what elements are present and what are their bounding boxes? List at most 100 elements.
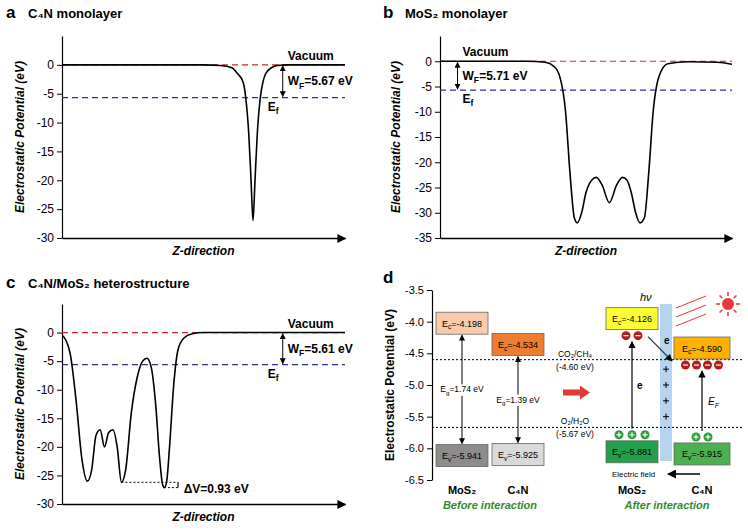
sun-ray: [720, 310, 723, 313]
sun-ray: [727, 312, 729, 316]
hole-sign: [631, 432, 632, 437]
text-part: =-4.534: [507, 340, 538, 350]
group-label: After interaction: [624, 499, 710, 511]
electron-sign: [636, 335, 641, 336]
tick-mark: [435, 162, 440, 163]
work-function-arrow: [282, 66, 283, 97]
light-ray: [676, 314, 706, 326]
axis-line: [440, 37, 441, 239]
excitation-arrow: [701, 371, 702, 431]
tick: -5.0: [405, 379, 432, 391]
tick: -10: [415, 105, 440, 119]
electron: [692, 361, 701, 370]
electron-sign: [716, 364, 721, 365]
text-part: =5.67 eV: [304, 74, 352, 88]
x-axis-title: Z-direction: [172, 510, 235, 524]
x-axis-title: Z-direction: [554, 244, 617, 258]
band-label: Ec=-4.126: [612, 314, 652, 326]
tick-mark: [57, 447, 62, 448]
axis-line: [432, 291, 433, 481]
tick-label: -15: [37, 145, 55, 159]
delta-line: [121, 482, 178, 483]
level-line: [62, 97, 345, 98]
text-part: =-5.915: [691, 449, 722, 459]
axis-line: [63, 504, 346, 506]
hole: [628, 430, 637, 439]
reference-label: (-4.60 eV): [556, 362, 594, 372]
electron-sign: [683, 364, 688, 365]
hole: [692, 432, 701, 441]
light-ray: [676, 296, 706, 308]
text-part: E: [463, 92, 471, 106]
figure: aC₄N monolayer0-5-10-15-20-25-30Electros…: [0, 0, 748, 530]
plot-area: [62, 65, 345, 221]
work-function-arrow: [282, 334, 283, 364]
hole: [704, 432, 713, 441]
potential-curve: [440, 61, 732, 223]
band-label: Ev=-5.941: [442, 451, 482, 463]
plot-area: [62, 333, 345, 488]
tick: -6.5: [405, 474, 432, 486]
axis-line: [441, 238, 733, 240]
tick-label: -30: [37, 231, 55, 245]
text-part: W: [288, 342, 300, 356]
delta-bracket: [177, 482, 178, 487]
y-axis-title: Electrostatic Potential (eV): [13, 328, 27, 480]
excitation-arrow: [631, 342, 632, 429]
tick: -35: [415, 231, 440, 245]
axis: [63, 238, 346, 239]
work-function-label: WF=5.67 eV: [288, 74, 353, 90]
conduction-band: [492, 333, 544, 355]
sun: [722, 298, 734, 310]
tick-mark: [435, 87, 440, 88]
tick-label: 0: [47, 326, 54, 340]
band-label: Ec=-4.534: [498, 340, 538, 352]
tick-mark: [427, 417, 432, 418]
tick: -5: [421, 80, 440, 94]
field-sign: [666, 366, 667, 372]
column-label: C₄N: [507, 484, 528, 496]
tick-mark: [57, 238, 62, 239]
tick: -25: [37, 202, 62, 216]
text-part: =1.39 eV: [505, 395, 540, 405]
reference-line: [432, 427, 742, 428]
sun-ray: [727, 292, 729, 296]
column-label: C₄N: [691, 484, 712, 496]
text-part: =-5.925: [507, 450, 538, 460]
tick: -4.0: [405, 316, 432, 328]
tick-label: 0: [425, 55, 432, 69]
tick: -25: [415, 181, 440, 195]
text-part: =-4.590: [691, 344, 722, 354]
axis: [63, 504, 346, 505]
text-part: =5.61 eV: [304, 342, 352, 356]
text-part: f: [276, 106, 279, 116]
tick: -20: [37, 440, 62, 454]
text-part: =1.74 eV: [449, 384, 484, 394]
panel-letter: a: [6, 3, 16, 22]
fermi-label: EF: [708, 396, 720, 410]
tick-mark: [427, 353, 432, 354]
tick-label: -3.5: [405, 284, 424, 296]
level-label: Ef: [463, 92, 474, 108]
panel-letter: b: [383, 3, 393, 22]
tick: 0: [425, 55, 440, 69]
hole-sign: [707, 434, 708, 439]
electron: [634, 331, 643, 340]
text-part: f: [471, 98, 474, 108]
tick: -30: [415, 206, 440, 220]
level-label: Ef: [268, 100, 279, 116]
tick-label: -25: [37, 202, 55, 216]
conduction-band: [674, 337, 730, 359]
work-function-arrow: [457, 62, 458, 89]
field-sign: [666, 382, 667, 388]
tick-mark: [57, 65, 62, 66]
text-part: W: [463, 69, 475, 83]
hole-sign: [695, 434, 696, 439]
tick: -15: [415, 130, 440, 144]
x-axis-title: Z-direction: [172, 244, 235, 258]
tick: -30: [37, 497, 62, 511]
axis: 0-5-10-15-20-25-30: [37, 37, 63, 246]
level-label: Vacuum: [288, 317, 334, 331]
electron-label: e: [637, 380, 643, 391]
text-part: E: [268, 367, 276, 381]
